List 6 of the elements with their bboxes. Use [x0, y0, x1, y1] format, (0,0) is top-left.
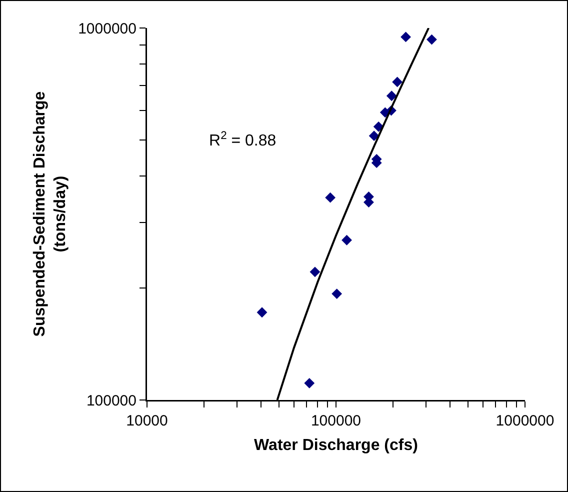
x-tick-label: 100000 — [310, 412, 362, 430]
y-axis-title: Suspended-Sediment Discharge (tons/day) — [31, 91, 70, 337]
x-tick-label: 10000 — [126, 412, 168, 430]
x-axis-title: Water Discharge (cfs) — [254, 436, 418, 454]
annotation: R$^{2}$ = 0.88 — [209, 130, 276, 150]
x-tick-label: 1000000 — [496, 412, 554, 430]
